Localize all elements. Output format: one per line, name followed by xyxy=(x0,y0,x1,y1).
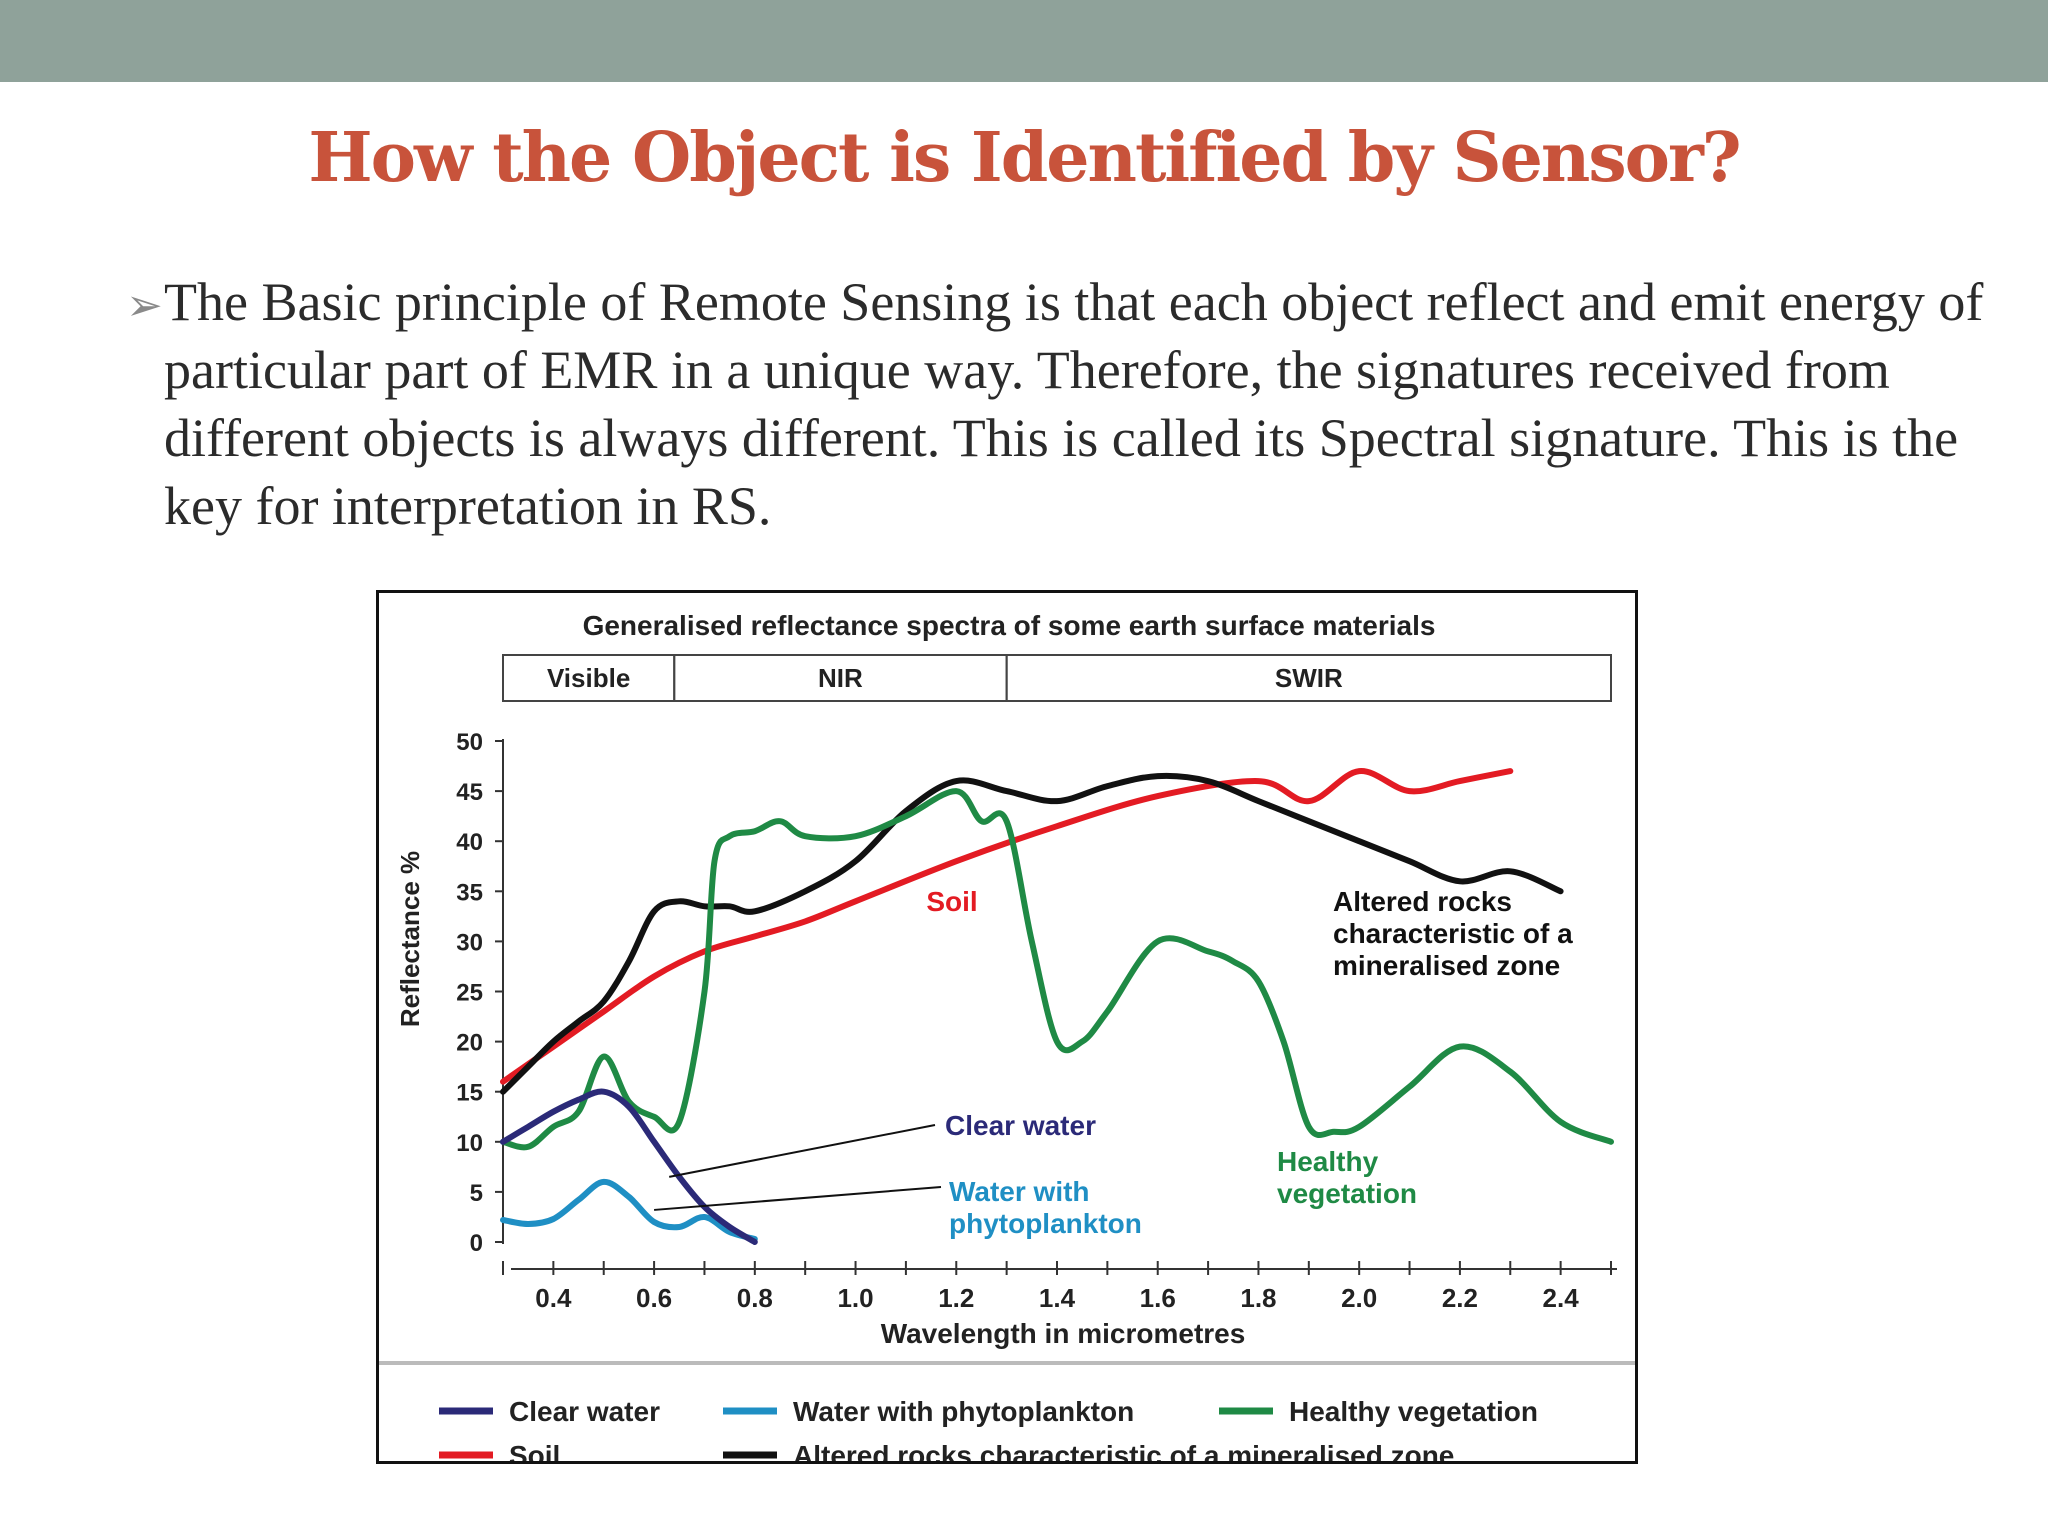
annotations: Soil Altered rocks characteristic of a mine… xyxy=(654,886,1573,1239)
series-lines xyxy=(500,768,1614,1245)
axes: 0 5 10 15 20 25 30 35 40 45 50 0.4 0.6 0.8 1.0 1.2 1.4 1.… xyxy=(456,729,1617,1313)
annotation-clear-water: Clear water xyxy=(945,1110,1096,1141)
legend: Clear water Water with phytoplankton Healt… xyxy=(439,1396,1538,1461)
x-tick-label: 2.0 xyxy=(1341,1283,1377,1313)
legend-label: Healthy vegetation xyxy=(1289,1396,1538,1427)
band-label-swir: SWIR xyxy=(1275,663,1343,693)
x-tick-label: 1.8 xyxy=(1240,1283,1276,1313)
chart-title: Generalised reflectance spectra of some … xyxy=(583,610,1436,641)
legend-label: Water with phytoplankton xyxy=(793,1396,1134,1427)
x-axis-label: Wavelength in micrometres xyxy=(881,1318,1246,1349)
x-tick-label: 1.0 xyxy=(837,1283,873,1313)
y-tick-label: 30 xyxy=(456,929,483,956)
series-line-soil xyxy=(500,768,1514,1085)
legend-label: Altered rocks characteristic of a minera… xyxy=(793,1440,1454,1461)
series-line-altered xyxy=(500,772,1564,1095)
leader-clear-water xyxy=(669,1124,936,1178)
y-tick-label: 10 xyxy=(456,1130,483,1157)
x-tick-label: 1.4 xyxy=(1039,1283,1076,1313)
chart-frame: Generalised reflectance spectra of some … xyxy=(376,590,1638,1464)
series-line-clear xyxy=(500,1088,758,1245)
x-tick-label: 1.2 xyxy=(938,1283,974,1313)
bullet-paragraph: ➢ The Basic principle of Remote Sensing … xyxy=(126,268,1983,540)
x-tick-label: 2.2 xyxy=(1442,1283,1478,1313)
band-header: Visible NIR SWIR xyxy=(502,654,1612,702)
y-tick-label: 35 xyxy=(456,879,483,906)
annotation-altered-rocks: Altered rocks characteristic of a minerali… xyxy=(1333,886,1573,981)
y-tick-label: 0 xyxy=(470,1230,483,1257)
bullet-text: The Basic principle of Remote Sensing is… xyxy=(164,272,1984,536)
bullet-arrow-icon: ➢ xyxy=(126,281,163,330)
band-label-visible: Visible xyxy=(547,663,630,693)
x-tick-label: 0.4 xyxy=(535,1283,572,1313)
annotation-healthy-vegetation: Healthy vegetation xyxy=(1277,1146,1417,1209)
top-band xyxy=(0,0,2048,82)
band-label-nir: NIR xyxy=(818,663,863,693)
y-tick-label: 15 xyxy=(456,1080,483,1107)
band-box-swir xyxy=(1005,654,1612,702)
y-tick-label: 50 xyxy=(456,729,483,756)
annotation-phytoplankton: Water with phytoplankton xyxy=(949,1176,1142,1239)
annotation-soil: Soil xyxy=(926,886,977,917)
y-tick-label: 45 xyxy=(456,779,483,806)
y-tick-label: 40 xyxy=(456,829,483,856)
legend-label: Soil xyxy=(509,1440,560,1461)
y-axis-label: Reflectance % xyxy=(395,851,425,1027)
y-tick-label: 20 xyxy=(456,1030,483,1057)
legend-label: Clear water xyxy=(509,1396,660,1427)
x-tick-label: 2.4 xyxy=(1543,1283,1580,1313)
y-tick-label: 25 xyxy=(456,980,483,1007)
series-line-healthy xyxy=(500,788,1614,1151)
x-tick-label: 0.6 xyxy=(636,1283,672,1313)
x-tick-label: 1.6 xyxy=(1140,1283,1176,1313)
x-tick-label: 0.8 xyxy=(737,1283,773,1313)
reflectance-chart: Generalised reflectance spectra of some … xyxy=(379,610,1635,1461)
y-tick-label: 5 xyxy=(470,1180,483,1207)
leader-phytoplankton xyxy=(654,1186,942,1211)
slide-title: How the Object is Identified by Sensor? xyxy=(308,118,1741,198)
series-line-water xyxy=(500,1178,758,1242)
